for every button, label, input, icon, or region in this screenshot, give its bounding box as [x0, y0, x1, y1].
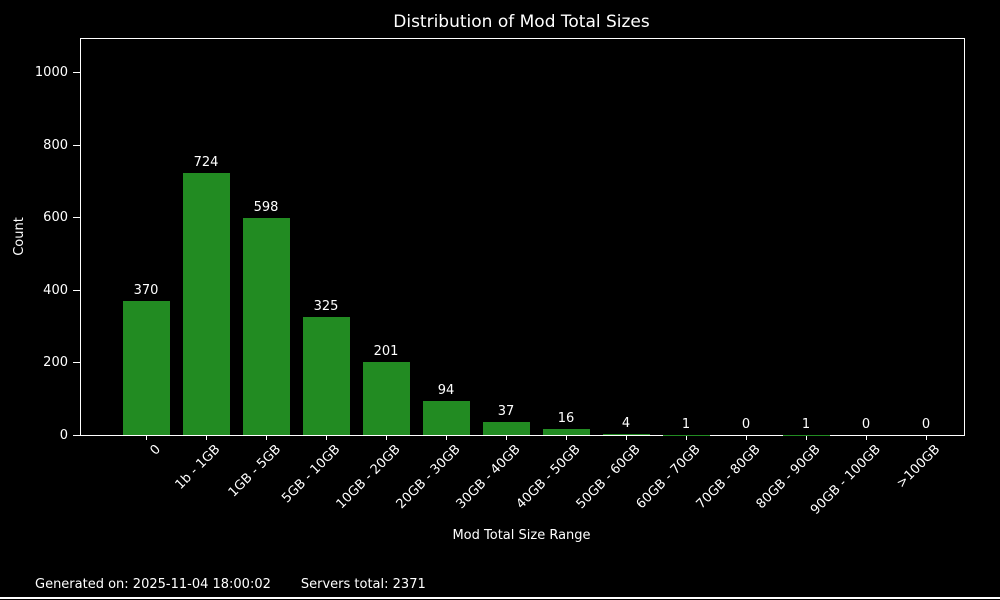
x-tick-mark	[506, 436, 507, 440]
bar-value-label: 0	[741, 417, 751, 432]
x-tick-mark	[386, 436, 387, 440]
servers-total: Servers total: 2371	[300, 577, 426, 592]
bar-value-label: 37	[497, 403, 515, 419]
bar-1	[182, 172, 230, 435]
y-tick-mark	[73, 362, 80, 363]
y-tick-label: 1000	[34, 65, 68, 80]
x-tick-label: 5GB - 10GB	[279, 442, 344, 507]
x-tick-mark	[206, 436, 207, 440]
bar-0	[122, 300, 170, 435]
y-tick-mark	[73, 217, 80, 218]
bar-6	[482, 421, 530, 435]
y-tick-label: 200	[43, 355, 68, 370]
y-tick-label: 0	[59, 427, 68, 443]
y-tick-label: 600	[43, 210, 68, 225]
plot-area: 370 0 724 1b - 1GB 598 1GB - 5GB 325 5GB - 10GB…	[35, 38, 965, 518]
bar-5	[422, 400, 470, 435]
y-tick-mark	[73, 434, 80, 436]
y-tick-label: 400	[43, 282, 68, 298]
x-tick-mark	[566, 436, 567, 440]
x-tick-mark	[866, 436, 867, 440]
x-tick-mark	[686, 436, 687, 440]
bar-value-label: 724	[193, 154, 219, 170]
generated-timestamp: Generated on: 2025-11-04 18:00:02	[35, 577, 271, 592]
x-tick-label: >100GB	[894, 442, 944, 492]
bar-4	[362, 362, 410, 435]
bar-value-label: 16	[557, 411, 575, 427]
x-tick-mark	[326, 436, 327, 440]
y-tick-mark	[73, 289, 80, 291]
y-tick-mark	[73, 72, 80, 73]
y-tick-mark	[73, 144, 80, 146]
bar-value-label: 201	[373, 344, 399, 360]
x-tick-mark	[146, 436, 147, 440]
x-tick-mark	[626, 436, 627, 440]
bar-value-label: 325	[313, 299, 339, 315]
bar-value-label: 1	[681, 416, 691, 432]
y-tick-label: 800	[43, 137, 68, 153]
bar-2	[242, 218, 290, 435]
bar-7	[542, 429, 590, 435]
footer: Generated on: 2025-11-04 18:00:02 Servers…	[35, 577, 426, 592]
x-tick-mark	[746, 436, 747, 440]
x-tick-mark	[266, 436, 267, 440]
bar-value-label: 370	[133, 282, 159, 298]
chart-title: Distribution of Mod Total Sizes	[393, 12, 650, 32]
x-tick-label: 0	[147, 442, 164, 459]
x-tick-label: 1GB - 5GB	[225, 442, 284, 501]
bar-value-label: 598	[253, 200, 279, 216]
footer-divider	[0, 597, 1000, 599]
bar-value-label: 4	[621, 415, 631, 431]
bar-8	[602, 433, 650, 435]
bar-3	[302, 317, 350, 435]
bar-value-label: 0	[921, 417, 931, 432]
bar-value-label: 0	[861, 417, 871, 432]
x-axis-label: Mod Total Size Range	[452, 528, 591, 543]
x-tick-label: 1b - 1GB	[172, 442, 224, 493]
x-tick-mark	[926, 436, 927, 440]
bar-value-label: 94	[437, 382, 455, 398]
x-tick-mark	[446, 436, 447, 440]
bar-value-label: 1	[801, 416, 811, 432]
x-tick-mark	[806, 436, 807, 440]
y-axis-label-wrap: Count	[8, 38, 30, 434]
